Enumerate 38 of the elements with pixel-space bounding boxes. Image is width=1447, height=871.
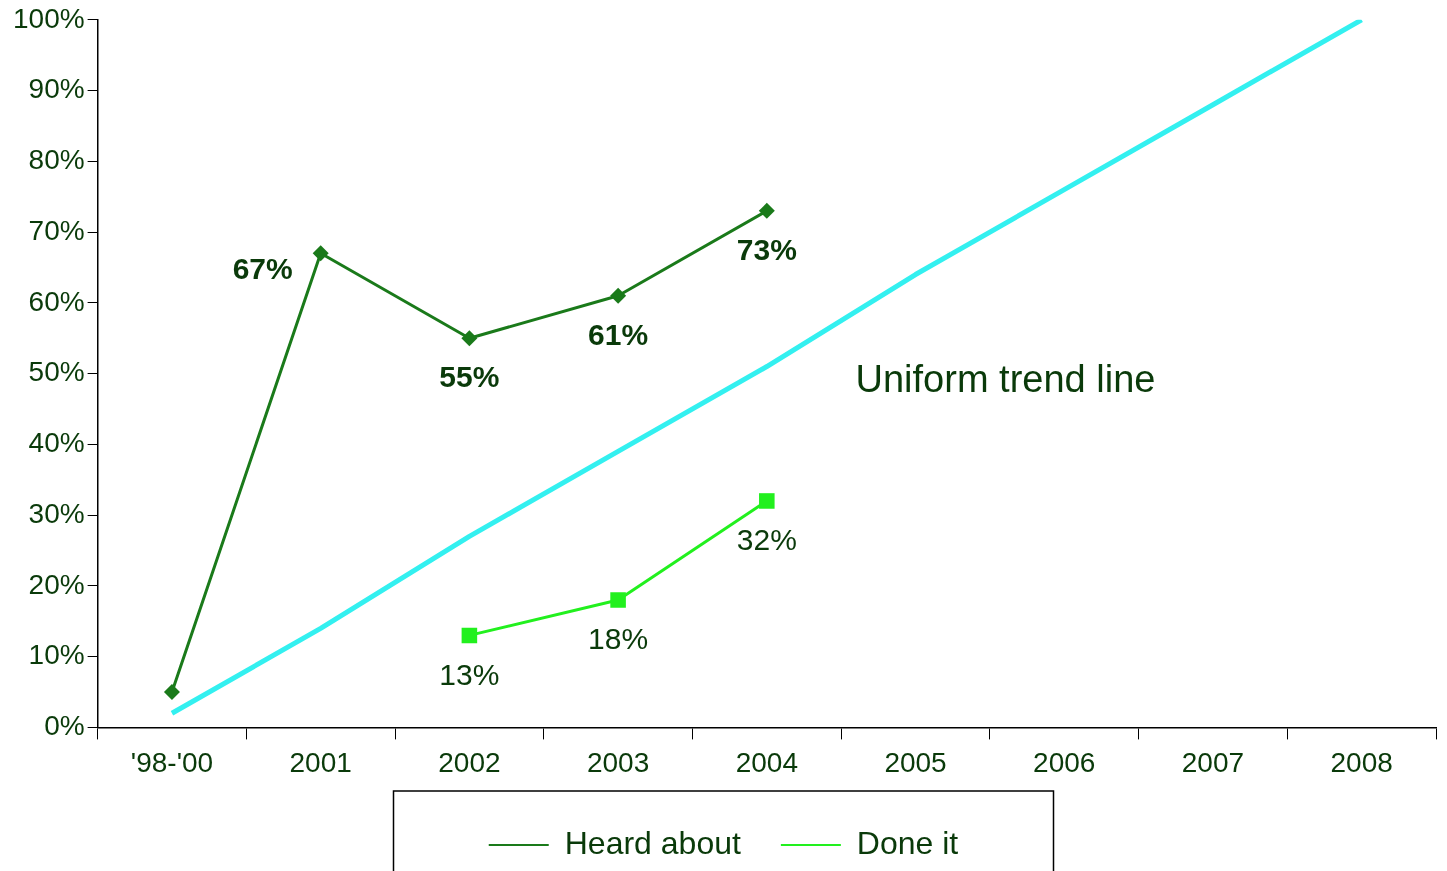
x-tick-label: 2005 xyxy=(884,746,947,778)
y-tick-label: 90% xyxy=(28,73,85,105)
y-tick-label: 50% xyxy=(28,356,85,388)
data-label: 61% xyxy=(588,318,649,352)
y-tick-label: 20% xyxy=(28,568,85,600)
y-tick-label: 30% xyxy=(28,497,85,529)
x-tick-label: 2006 xyxy=(1033,746,1096,778)
data-label: 73% xyxy=(736,233,797,267)
point xyxy=(759,493,775,509)
data-label: 67% xyxy=(232,251,293,285)
data-label: 18% xyxy=(588,622,649,656)
point xyxy=(163,684,180,701)
point xyxy=(758,202,775,219)
y-tick-label: 70% xyxy=(28,214,85,246)
series-label: Uniform trend line xyxy=(855,358,1156,401)
x-tick-label: 2002 xyxy=(438,746,501,778)
y-tick-label: 60% xyxy=(28,285,85,317)
legend-label: Done it xyxy=(856,824,959,861)
y-tick-label: 40% xyxy=(28,427,85,459)
data-label: 55% xyxy=(439,360,500,394)
data-label: 13% xyxy=(439,657,500,691)
x-tick-label: 2008 xyxy=(1330,746,1393,778)
x-tick-label: 2003 xyxy=(586,746,650,778)
x-tick-label: '98-'00 xyxy=(130,746,214,778)
y-tick-label: 0% xyxy=(44,710,85,742)
point xyxy=(312,245,329,262)
legend-label: Heard about xyxy=(564,824,741,861)
point xyxy=(461,627,478,644)
x-tick-label: 2004 xyxy=(735,746,798,778)
data-label: 32% xyxy=(736,523,797,557)
y-tick-label: 100% xyxy=(12,2,85,34)
point xyxy=(610,287,627,304)
y-tick-label: 10% xyxy=(28,639,85,671)
point xyxy=(610,592,626,608)
x-tick-label: 2001 xyxy=(289,746,352,778)
y-tick-label: 80% xyxy=(28,144,85,176)
point xyxy=(461,330,478,347)
x-tick-label: 2007 xyxy=(1181,746,1245,778)
